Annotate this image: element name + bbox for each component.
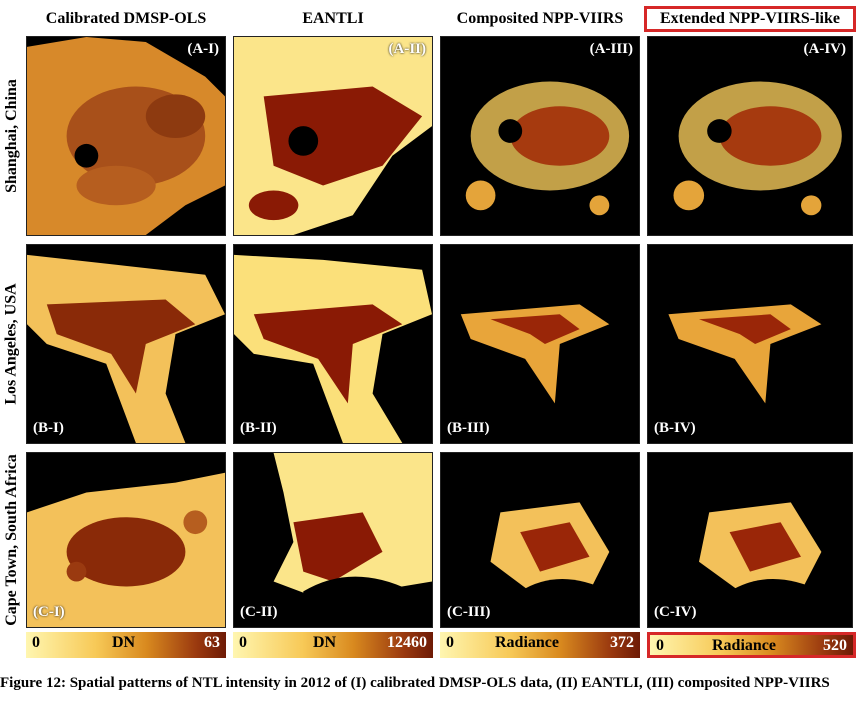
- colorbar-label: Radiance: [495, 634, 559, 651]
- map-panel-b4: (B-IV): [647, 244, 853, 444]
- colorbar-max: 12460: [387, 634, 427, 651]
- panel-label-a1: (A-I): [187, 41, 219, 57]
- map-panel-b1: (B-I): [26, 244, 226, 444]
- panel-label-b3: (B-III): [447, 420, 490, 436]
- row-label-los-angeles: Los Angeles, USA: [3, 283, 21, 405]
- map-panel-c4: (C-IV): [647, 452, 853, 628]
- colorbar-label: Radiance: [712, 637, 776, 654]
- map-panel-a3: (A-III): [440, 36, 640, 236]
- panel-label-c1: (C-I): [33, 604, 65, 620]
- map-panel-c3: (C-III): [440, 452, 640, 628]
- row-label-cape-town: Cape Town, South Africa: [3, 454, 20, 626]
- colorbar-max: 372: [610, 634, 634, 651]
- panel-label-a4: (A-IV): [803, 41, 847, 57]
- panel-label-a3: (A-III): [589, 41, 633, 57]
- map-panel-a2: (A-II): [233, 36, 433, 236]
- panel-label-b4: (B-IV): [654, 420, 696, 436]
- figure-caption: Figure 12: Spatial patterns of NTL inten…: [0, 675, 830, 691]
- column-header-npp-viirs: Composited NPP-VIIRS: [456, 10, 624, 27]
- colorbar-min: 0: [239, 634, 247, 651]
- map-panel-b3: (B-III): [440, 244, 640, 444]
- panel-label-c3: (C-III): [447, 604, 491, 620]
- map-panel-b2: (B-II): [233, 244, 433, 444]
- panel-label-b2: (B-II): [240, 420, 277, 436]
- column-header-eantli: EANTLI: [302, 10, 364, 27]
- map-panel-a4: (A-IV): [647, 36, 853, 236]
- map-panel-c1: (C-I): [26, 452, 226, 628]
- colorbar-label: DN: [112, 634, 136, 651]
- colorbar-min: 0: [32, 634, 40, 651]
- panel-label-b1: (B-I): [33, 420, 64, 436]
- column-header-dmsp: Calibrated DMSP-OLS: [45, 10, 207, 27]
- colorbar-eantli: 0 DN 12460: [233, 632, 433, 658]
- colorbar-npp-viirs: 0 Radiance 372: [440, 632, 640, 658]
- panel-label-a2: (A-II): [388, 41, 427, 57]
- column-header-npp-viirs-like: Extended NPP-VIIRS-like: [644, 6, 856, 32]
- colorbar-max: 520: [823, 637, 847, 654]
- panel-label-c4: (C-IV): [654, 604, 697, 620]
- colorbar-min: 0: [656, 637, 664, 654]
- map-panel-c2: (C-II): [233, 452, 433, 628]
- colorbar-dmsp: 0 DN 63: [26, 632, 226, 658]
- row-label-shanghai: Shanghai, China: [3, 79, 20, 193]
- colorbar-label: DN: [313, 634, 337, 651]
- panel-label-c2: (C-II): [240, 604, 278, 620]
- colorbar-min: 0: [446, 634, 454, 651]
- colorbar-max: 63: [204, 634, 220, 651]
- map-panel-a1: (A-I): [26, 36, 226, 236]
- colorbar-npp-viirs-like: 0 Radiance 520: [647, 632, 856, 658]
